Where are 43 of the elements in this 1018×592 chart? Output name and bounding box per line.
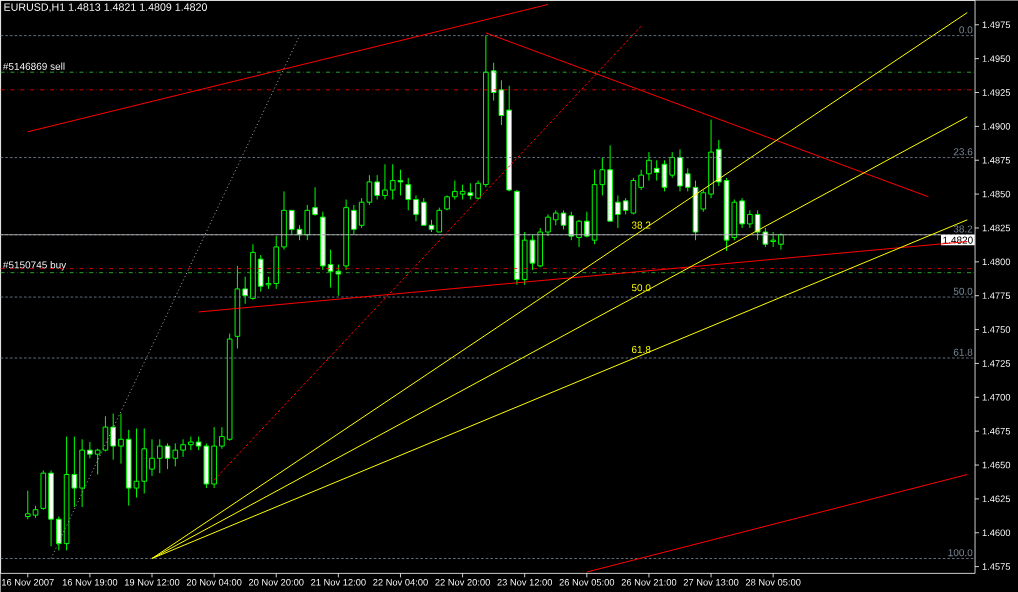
series-label: 50.0 xyxy=(631,284,651,292)
annotation: 23.6 xyxy=(953,148,973,156)
y-tick-label: 1.4650 xyxy=(982,461,1011,469)
x-tick-label: 16 Nov 19:00 xyxy=(62,578,118,586)
y-tick-label: 1.4900 xyxy=(982,123,1011,130)
y-tick-label: 1.4950 xyxy=(982,55,1011,62)
y-tick-label: 1.4700 xyxy=(982,393,1011,401)
x-tick-label: 26 Nov 21:00 xyxy=(621,578,677,586)
x-tick-label: 16 Nov 2007 xyxy=(2,578,54,586)
annotation: 38.2 xyxy=(953,225,973,233)
chart-title: EURUSD,H1 1.4813 1.4821 1.4809 1.4820 xyxy=(4,3,207,13)
annotation: 50.0 xyxy=(953,287,973,295)
x-tick-label: 20 Nov 20:00 xyxy=(248,578,304,586)
x-tick-label: 26 Nov 05:00 xyxy=(559,578,615,586)
x-tick-label: 22 Nov 04:00 xyxy=(373,578,428,586)
x-tick-label: 20 Nov 04:00 xyxy=(186,578,242,586)
y-tick-label: 1.4850 xyxy=(982,190,1011,198)
x-tick-label: 23 Nov 12:00 xyxy=(497,578,553,586)
ref-line-label: #5150745 buy xyxy=(2,261,67,271)
x-tick-label: 28 Nov 05:00 xyxy=(745,578,801,586)
ref-line-label: 1.4820 xyxy=(943,236,973,244)
y-tick-label: 1.4800 xyxy=(982,258,1011,266)
y-tick-label: 1.4750 xyxy=(982,326,1011,333)
x-tick-label: 21 Nov 12:00 xyxy=(311,578,366,586)
y-tick-label: 1.4775 xyxy=(982,292,1011,299)
y-tick-label: 1.4675 xyxy=(982,427,1011,435)
y-tick-label: 1.4875 xyxy=(982,156,1011,164)
x-tick-label: 22 Nov 20:00 xyxy=(435,578,490,586)
y-tick-label: 1.4725 xyxy=(982,360,1011,367)
series-label: 61.8 xyxy=(631,345,651,354)
series-label: 38.2 xyxy=(631,221,651,229)
y-tick-label: 1.4575 xyxy=(982,563,1011,570)
y-tick-label: 1.4925 xyxy=(982,89,1011,96)
y-tick-label: 1.4600 xyxy=(982,529,1011,537)
y-tick-label: 1.4625 xyxy=(982,495,1011,503)
annotation: 61.8 xyxy=(953,348,973,356)
y-tick-label: 1.4975 xyxy=(982,21,1011,29)
x-tick-label: 19 Nov 12:00 xyxy=(124,578,180,586)
y-tick-label: 1.4825 xyxy=(982,224,1011,232)
ref-line-label: #5146869 sell xyxy=(2,62,65,70)
x-tick-label: 27 Nov 13:00 xyxy=(683,578,739,586)
annotation: 0.0 xyxy=(959,26,973,34)
annotation: 100.0 xyxy=(948,549,973,557)
